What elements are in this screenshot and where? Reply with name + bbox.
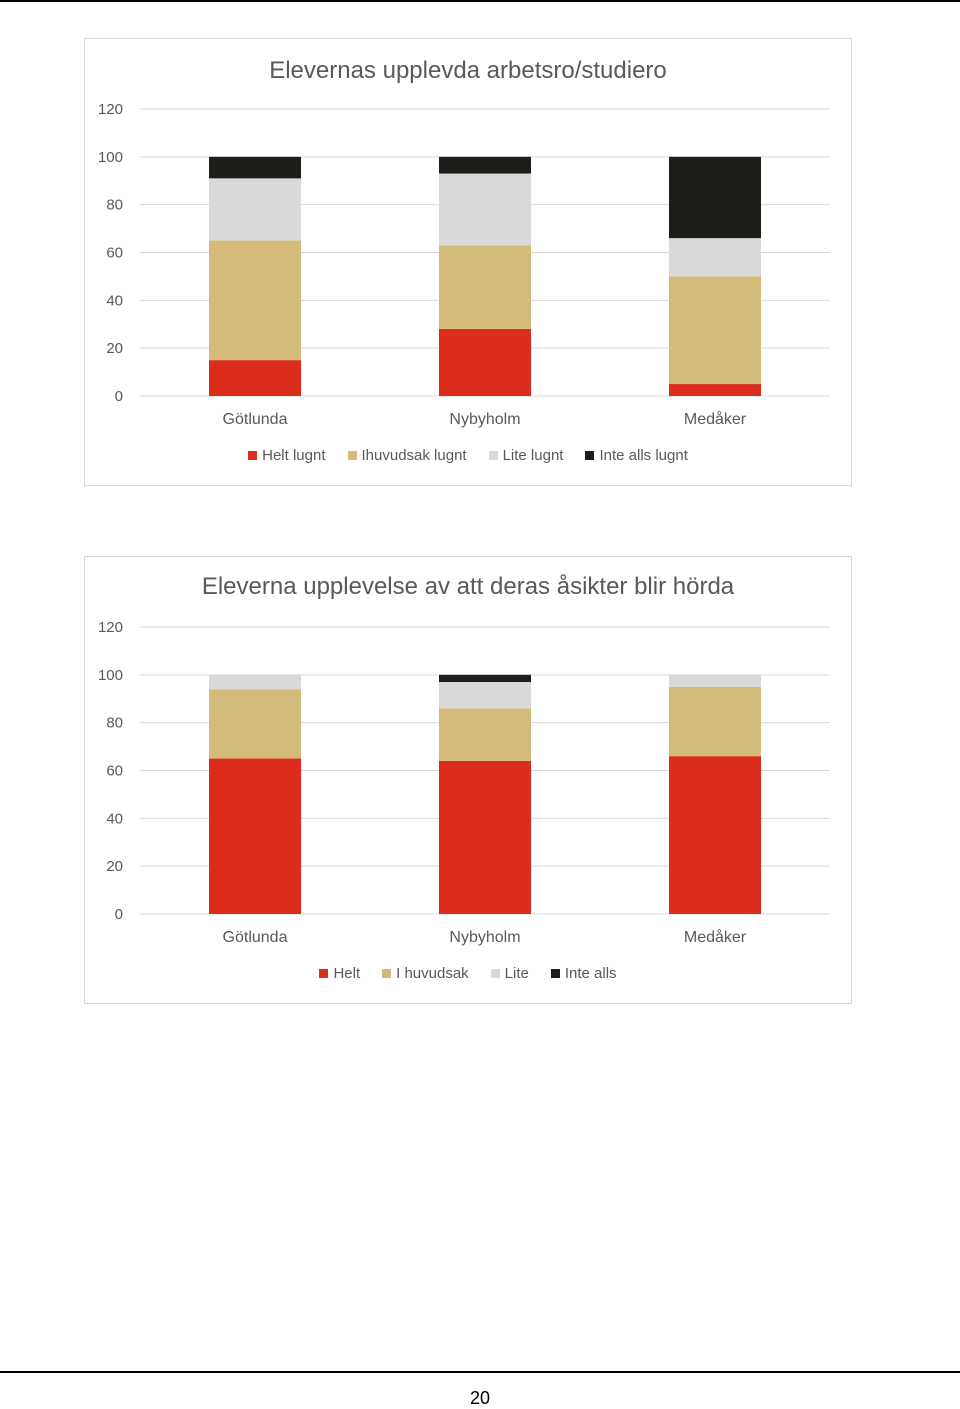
legend-label: Inte alls (564, 965, 617, 982)
legend-label: Lite lugnt (502, 447, 564, 464)
x-category-label: Nybyholm (449, 929, 520, 946)
bar-segment (439, 329, 531, 396)
chart-arbetsro-plot: 0 20 40 60 80 100 120 Götlunda Nybyholm Medåker (98, 101, 830, 428)
bar-segment (669, 756, 761, 914)
y-tick-label: 60 (106, 763, 123, 780)
bar-segment (439, 173, 531, 246)
chart-legend: Helt lugnt Ihuvudsak lugnt Lite lugnt Inte … (85, 447, 851, 464)
bar-segment (669, 686, 761, 757)
legend-item: Inte alls (550, 965, 617, 982)
bar-segment (209, 156, 301, 179)
legend-label: Helt lugnt (262, 447, 326, 464)
legend-item: Ihuvudsak lugnt (347, 447, 467, 464)
legend-item: I huvudsak (382, 965, 469, 982)
y-tick-label: 100 (98, 149, 123, 166)
bar-segment (209, 674, 301, 690)
y-tick-label: 120 (98, 619, 123, 636)
top-rule (0, 0, 960, 2)
x-category-label: Medåker (684, 928, 747, 946)
y-tick-label: 40 (106, 292, 123, 309)
bar-segment (439, 245, 531, 330)
chart-asikter: 0 20 40 60 80 100 120 Götlunda Nybyholm Medåker E… (84, 556, 852, 1004)
legend-swatch (488, 451, 498, 460)
bar-segment (439, 674, 531, 683)
y-tick-label: 60 (106, 245, 123, 262)
x-category-label: Medåker (684, 410, 747, 428)
bar-segment (669, 674, 761, 687)
bar-segment (209, 689, 301, 759)
y-tick-label: 80 (106, 715, 123, 732)
chart-title: Elevernas upplevda arbetsro/studiero (269, 57, 667, 84)
bar-segment (669, 276, 761, 385)
legend-swatch (248, 451, 258, 460)
y-tick-label: 80 (106, 197, 123, 214)
bar-segment (209, 178, 301, 241)
x-category-label: Götlunda (223, 929, 288, 946)
chart-asikter-plot: 0 20 40 60 80 100 120 Götlunda Nybyholm Medåker (98, 619, 830, 946)
y-tick-label: 20 (106, 858, 123, 875)
chart-title: Eleverna upplevelse av att deras åsikter… (201, 573, 735, 600)
legend-item: Helt lugnt (248, 447, 326, 464)
y-tick-label: 0 (115, 388, 123, 405)
bar-segment (439, 760, 531, 914)
y-tick-label: 0 (115, 906, 123, 923)
bar-segment (209, 758, 301, 914)
bar-segment (669, 156, 761, 239)
legend-item: Lite lugnt (488, 447, 564, 464)
legend-swatch (490, 969, 500, 978)
y-tick-label: 40 (106, 810, 123, 827)
bar-segment (439, 708, 531, 761)
y-tick-label: 20 (106, 340, 123, 357)
footer-rule (0, 1371, 960, 1373)
bar-segment (439, 156, 531, 174)
legend-swatch (550, 969, 560, 978)
legend-swatch (319, 969, 329, 978)
chart-arbetsro: 0 20 40 60 80 100 120 Götlunda Nybyholm Medåker E… (84, 38, 852, 486)
legend-label: Ihuvudsak lugnt (361, 447, 467, 464)
y-tick-label: 120 (98, 101, 123, 118)
bar-segment (669, 238, 761, 277)
legend-item: Lite (490, 965, 529, 982)
bar-segment (669, 384, 761, 396)
x-category-label: Nybyholm (449, 411, 520, 428)
legend-item: Inte alls lugnt (585, 447, 688, 464)
chart-legend: Helt I huvudsak Lite Inte alls (85, 965, 851, 982)
legend-label: Inte alls lugnt (599, 447, 688, 464)
y-tick-label: 100 (98, 667, 123, 684)
legend-swatch (347, 451, 357, 460)
legend-label: Helt (333, 965, 361, 982)
bar-segment (209, 360, 301, 396)
bar-segment (439, 682, 531, 709)
legend-label: Lite (504, 965, 529, 982)
legend-item: Helt (319, 965, 360, 982)
page-number: 20 (469, 1388, 491, 1408)
legend-swatch (585, 451, 595, 460)
x-category-label: Götlunda (223, 411, 288, 428)
legend-label: I huvudsak (396, 965, 469, 982)
legend-swatch (382, 969, 392, 978)
bar-segment (209, 240, 301, 361)
